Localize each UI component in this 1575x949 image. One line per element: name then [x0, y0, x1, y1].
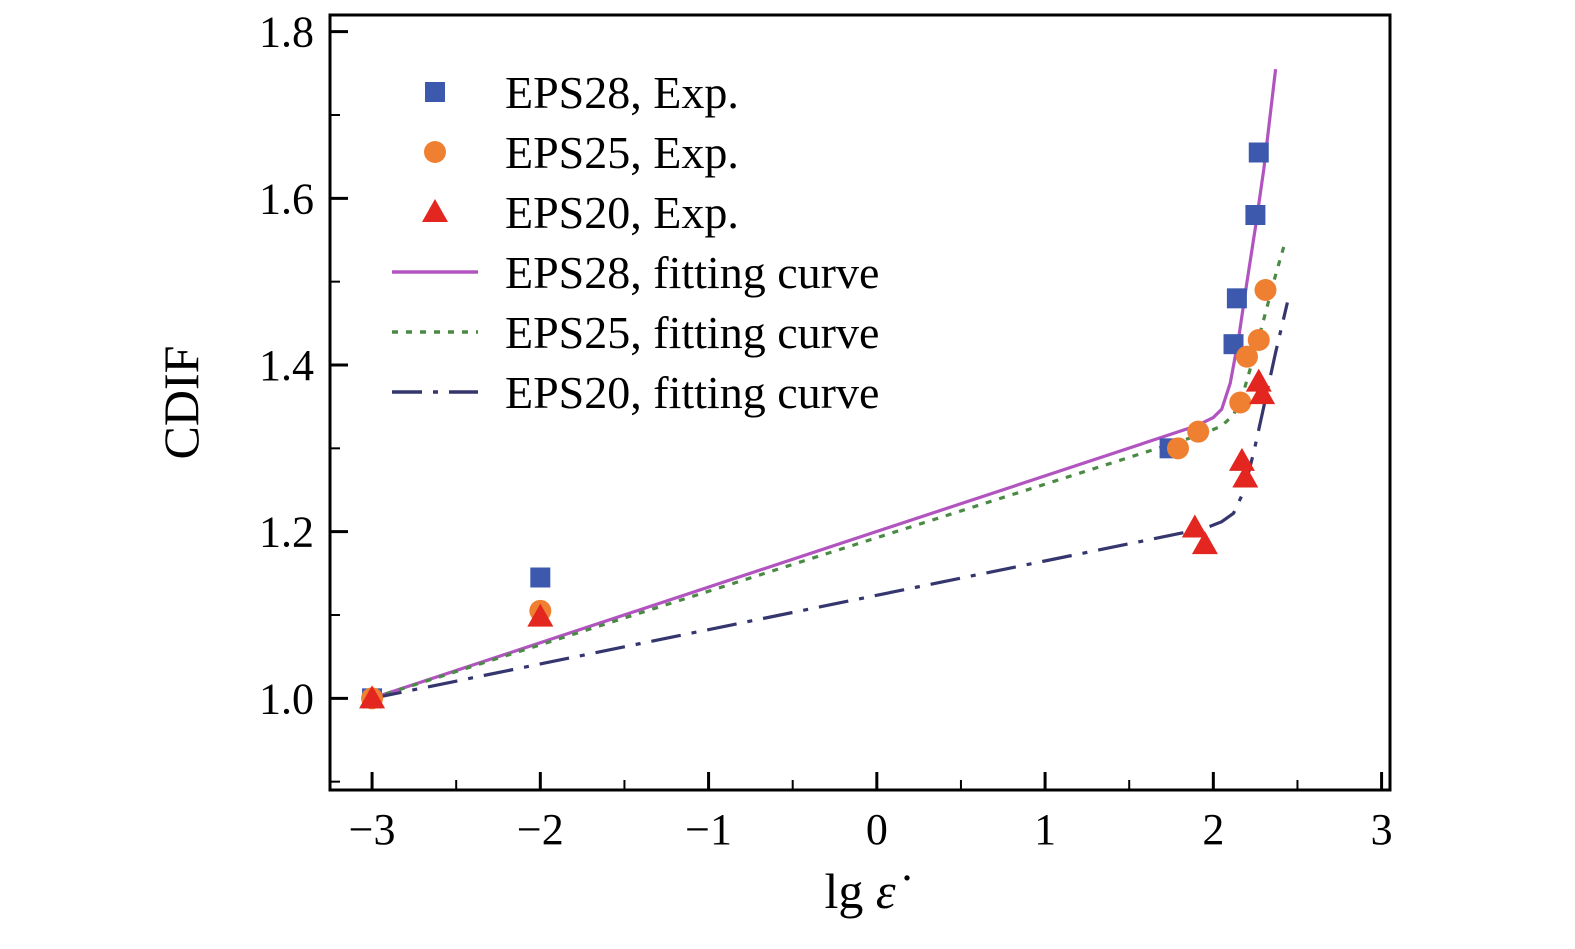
y-tick-label: 1.6: [259, 174, 314, 223]
y-axis-label: CDIF: [153, 346, 209, 460]
plot-frame: [328, 13, 1392, 792]
data-point: [1247, 329, 1270, 351]
y-tick-label: 1.4: [259, 341, 314, 390]
x-tick-label: 0: [866, 805, 888, 854]
data-point: [1232, 464, 1259, 488]
data-point: [1254, 279, 1277, 301]
data-point: [1191, 531, 1218, 555]
data-point: [1248, 142, 1269, 163]
data-point: [1249, 381, 1276, 405]
data-point: [1181, 514, 1208, 538]
triangle-marker-icon: [422, 199, 448, 222]
x-tick-label: −2: [517, 805, 564, 854]
x-axis-label: lg ε̇: [824, 863, 910, 919]
fit-curve-eps28: [371, 69, 1278, 700]
x-tick-label: −3: [349, 805, 396, 854]
legend: EPS28, Exp. EPS25, Exp. EPS20, Exp. EPS28, …: [392, 67, 879, 418]
data-point: [1228, 447, 1255, 471]
legend-entry: EPS28, fitting curve: [392, 247, 879, 298]
x-tick-label: −1: [685, 805, 732, 854]
data-point: [1229, 391, 1252, 414]
data-point: [1235, 345, 1258, 368]
series-eps25: [361, 279, 1277, 710]
series-eps28: [362, 142, 1269, 709]
data-point: [527, 603, 554, 627]
data-point: [1245, 368, 1272, 392]
x-tick-label: 1: [1034, 805, 1056, 854]
legend-label: EPS20, fitting curve: [505, 367, 879, 418]
data-point: [1187, 420, 1210, 443]
legend-label: EPS28, Exp.: [505, 67, 739, 118]
y-tick-label: 1.2: [259, 508, 314, 557]
x-tick-label: 3: [1371, 805, 1393, 854]
legend-entry: EPS25, Exp.: [424, 127, 739, 178]
y-tick-label: 1.0: [259, 674, 314, 723]
circle-marker-icon: [424, 141, 446, 163]
legend-entry: EPS20, fitting curve: [392, 367, 879, 418]
data-point: [1226, 288, 1247, 309]
square-marker-icon: [425, 82, 445, 102]
series-eps20: [359, 368, 1276, 709]
y-tick-label: 1.8: [259, 8, 314, 57]
legend-entry: EPS25, fitting curve: [392, 307, 879, 358]
legend-label: EPS25, fitting curve: [505, 307, 879, 358]
fit-curve-eps20: [371, 302, 1289, 700]
legend-entry: EPS28, Exp.: [425, 67, 739, 118]
legend-label: EPS28, fitting curve: [505, 247, 879, 298]
data-point: [1245, 205, 1266, 225]
data-point: [1167, 437, 1189, 460]
legend-label: EPS20, Exp.: [505, 187, 739, 238]
x-tick-label: 2: [1202, 805, 1224, 854]
data-point: [359, 685, 386, 709]
data-point: [1223, 334, 1244, 355]
data-point: [530, 567, 551, 588]
legend-label: EPS25, Exp.: [505, 127, 739, 178]
legend-entry: EPS20, Exp.: [422, 187, 739, 238]
